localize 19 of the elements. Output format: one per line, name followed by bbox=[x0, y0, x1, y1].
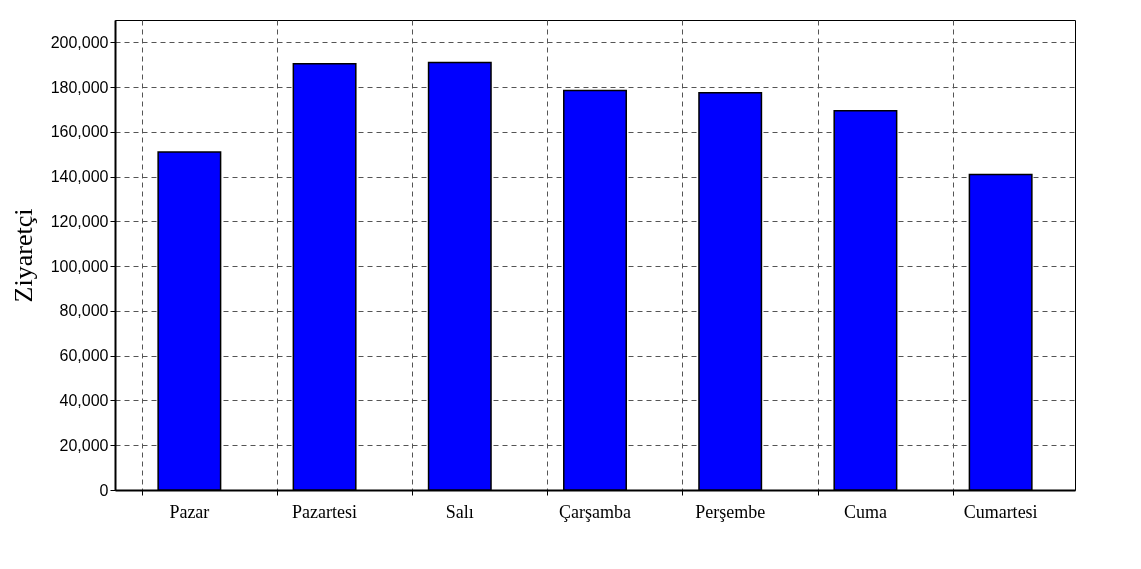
y-tick-label: 0 bbox=[99, 481, 109, 499]
x-tick-label: Pazar bbox=[169, 501, 210, 522]
y-tick-label: 200,000 bbox=[50, 33, 109, 51]
x-tick-label: Pazartesi bbox=[292, 501, 358, 522]
y-tick-label: 100,000 bbox=[50, 257, 109, 275]
y-tick-label: 60,000 bbox=[59, 347, 109, 365]
y-tick-label: 160,000 bbox=[50, 123, 109, 141]
y-tick-label: 20,000 bbox=[59, 436, 109, 454]
y-tick-label: 40,000 bbox=[59, 391, 109, 409]
x-tick-label: Salı bbox=[445, 501, 474, 522]
x-tick-label: Cumartesi bbox=[963, 501, 1038, 522]
y-axis-title: Ziyaretçi bbox=[8, 208, 38, 303]
x-tick-label: Perşembe bbox=[695, 501, 766, 522]
x-tick-label: Cuma bbox=[843, 501, 887, 522]
y-tick-label: 140,000 bbox=[50, 168, 109, 186]
y-tick-label: 80,000 bbox=[59, 302, 109, 320]
y-tick-label: 120,000 bbox=[50, 212, 109, 230]
y-tick-label: 180,000 bbox=[50, 78, 109, 96]
x-tick-label: Çarşamba bbox=[559, 501, 631, 522]
